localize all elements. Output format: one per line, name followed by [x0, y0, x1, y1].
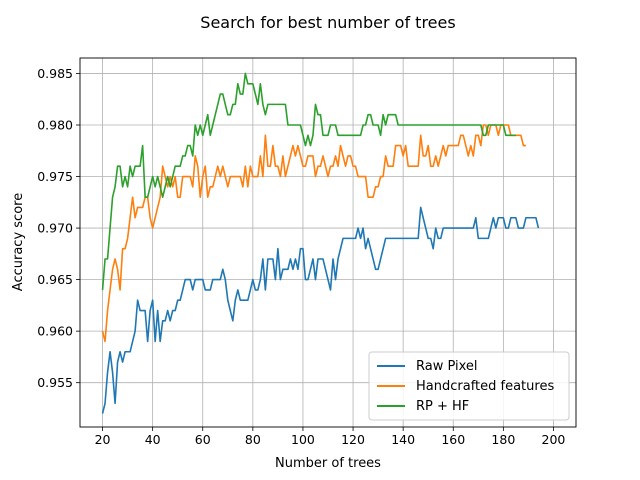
y-tick-label: 0.955 [37, 375, 73, 390]
legend-box [368, 351, 570, 421]
x-tick-label: 200 [542, 432, 566, 447]
y-axis-label: Accuracy score [11, 193, 26, 291]
x-axis-label: Number of trees [275, 456, 381, 471]
legend: Raw Pixel Handcrafted features RP + HF [368, 351, 570, 421]
y-tick-label: 0.965 [37, 272, 73, 287]
legend-entry-handcrafted-features: Handcrafted features [416, 379, 554, 394]
series-line-handcrafted-features [101, 124, 526, 343]
y-tick-label: 0.960 [37, 324, 73, 339]
y-tick-label: 0.970 [37, 221, 73, 236]
x-tick-label: 100 [291, 432, 315, 447]
legend-entry-rp-hf: RP + HF [416, 399, 469, 414]
series-line-raw-pixel [101, 206, 540, 414]
y-tick-label: 0.985 [37, 66, 73, 81]
series-line-rp-hf [101, 72, 516, 290]
x-tick-label: 160 [441, 432, 465, 447]
y-tick-label: 0.980 [37, 117, 73, 132]
x-tick-label: 20 [95, 432, 111, 447]
y-axis: 0.955 0.960 0.965 0.970 0.975 0.980 0.985 [37, 66, 80, 390]
x-axis: 20 40 60 80 100 120 140 160 180 200 [95, 427, 566, 447]
x-tick-label: 120 [341, 432, 365, 447]
x-tick-label: 40 [145, 432, 161, 447]
x-tick-label: 60 [195, 432, 211, 447]
legend-entry-raw-pixel: Raw Pixel [416, 359, 478, 374]
x-tick-label: 140 [391, 432, 415, 447]
series-group [101, 72, 540, 414]
plot-frame [79, 57, 577, 428]
x-tick-label: 80 [245, 432, 261, 447]
y-tick-label: 0.975 [37, 169, 73, 184]
x-tick-label: 180 [491, 432, 515, 447]
chart-title: Search for best number of trees [200, 13, 455, 32]
